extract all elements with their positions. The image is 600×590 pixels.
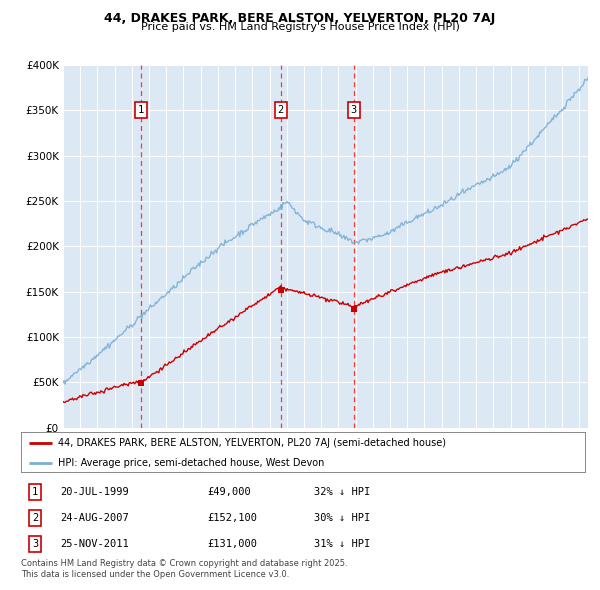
Text: 30% ↓ HPI: 30% ↓ HPI (314, 513, 371, 523)
Text: 44, DRAKES PARK, BERE ALSTON, YELVERTON, PL20 7AJ: 44, DRAKES PARK, BERE ALSTON, YELVERTON,… (104, 12, 496, 25)
Text: 44, DRAKES PARK, BERE ALSTON, YELVERTON, PL20 7AJ (semi-detached house): 44, DRAKES PARK, BERE ALSTON, YELVERTON,… (58, 438, 446, 448)
Text: 1: 1 (32, 487, 38, 497)
Text: 20-JUL-1999: 20-JUL-1999 (61, 487, 129, 497)
Text: 2: 2 (32, 513, 38, 523)
Text: 31% ↓ HPI: 31% ↓ HPI (314, 539, 371, 549)
Text: £49,000: £49,000 (207, 487, 251, 497)
Text: 32% ↓ HPI: 32% ↓ HPI (314, 487, 371, 497)
Text: 25-NOV-2011: 25-NOV-2011 (61, 539, 129, 549)
Text: 1: 1 (138, 105, 145, 115)
Text: £152,100: £152,100 (207, 513, 257, 523)
Text: 2: 2 (277, 105, 284, 115)
Text: HPI: Average price, semi-detached house, West Devon: HPI: Average price, semi-detached house,… (58, 458, 324, 468)
Text: £131,000: £131,000 (207, 539, 257, 549)
Text: 24-AUG-2007: 24-AUG-2007 (61, 513, 129, 523)
Text: Price paid vs. HM Land Registry's House Price Index (HPI): Price paid vs. HM Land Registry's House … (140, 22, 460, 32)
Text: Contains HM Land Registry data © Crown copyright and database right 2025.
This d: Contains HM Land Registry data © Crown c… (21, 559, 347, 579)
Text: 3: 3 (32, 539, 38, 549)
Text: 3: 3 (351, 105, 357, 115)
